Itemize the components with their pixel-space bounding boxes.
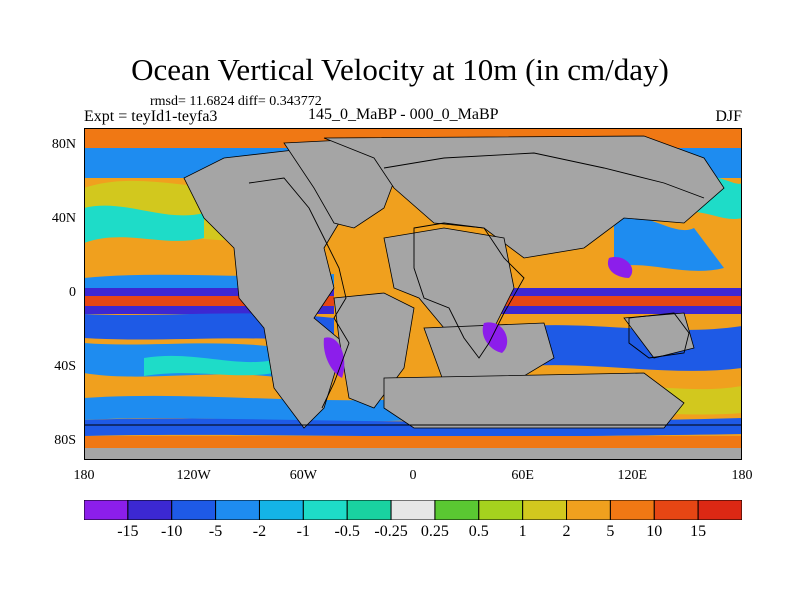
y-tick-label: 40S <box>54 358 76 374</box>
y-tick-label: 80S <box>54 432 76 448</box>
x-tick-label: 120E <box>617 468 648 483</box>
colorbar-label: 10 <box>646 523 663 540</box>
colorbar-label: 0.5 <box>468 523 489 540</box>
colorbar-label: 0.25 <box>420 523 449 540</box>
colorbar-label: -15 <box>117 523 139 540</box>
coastline-africa <box>413 222 525 359</box>
stats-line: rmsd= 11.6824 diff= 0.343772 <box>150 94 322 109</box>
y-tick-label: 80N <box>51 137 76 153</box>
x-tick-label: 60W <box>289 468 317 483</box>
colorbar <box>83 499 743 525</box>
plot-title: Ocean Vertical Velocity at 10m (in cm/da… <box>131 52 669 87</box>
colorbar-label: 5 <box>606 523 615 540</box>
coastal-downwelling-patch <box>323 337 345 378</box>
colorbar-swatch <box>346 499 392 521</box>
colorbar-swatch <box>390 499 436 521</box>
colorbar-label: 1 <box>518 523 527 540</box>
colorbar-svg <box>83 499 743 521</box>
north-pacific-eddy <box>84 205 204 243</box>
colorbar-swatch <box>653 499 699 521</box>
colorbar-label: -10 <box>161 523 183 540</box>
y-tick-label: 0 <box>69 285 76 300</box>
colorbar-swatch <box>171 499 217 521</box>
colorbar-swatch <box>697 499 743 521</box>
colorbar-swatch <box>127 499 173 521</box>
colorbar-swatch <box>434 499 480 521</box>
colorbar-swatch <box>258 499 304 521</box>
land-eurasia <box>323 135 725 259</box>
coastline-americas <box>248 177 350 409</box>
colorbar-label: -0.5 <box>334 523 360 540</box>
west-pacific-patch <box>614 215 724 271</box>
eq-south-downwelling-pacific <box>84 306 334 314</box>
map-svg <box>84 128 742 460</box>
coastline-eurasia <box>383 152 705 199</box>
x-tick-label: 180 <box>73 468 95 483</box>
colorbar-swatch <box>215 499 260 521</box>
south-pacific-eddy <box>144 355 274 376</box>
colorbar-swatch <box>522 499 568 521</box>
experiment-label: Expt = teyId1-teyfa3 <box>84 108 218 125</box>
land-gondwana-south <box>423 322 555 389</box>
eq-north-downwelling-indian <box>489 288 742 296</box>
indian-downwelling-patch <box>482 322 508 353</box>
colorbar-swatch <box>609 499 655 521</box>
land-antarctica-australia <box>383 372 685 429</box>
coastline-australia <box>628 312 690 359</box>
season-label: DJF <box>715 108 742 125</box>
eq-north-downwelling-pacific <box>84 288 334 296</box>
map-frame <box>84 128 742 460</box>
eq-upwelling-indian <box>489 296 742 306</box>
colorbar-label: -2 <box>252 523 267 540</box>
eq-south-downwelling-indian <box>489 306 742 314</box>
colorbar-label: -1 <box>296 523 310 540</box>
colorbar-label: -5 <box>208 523 223 540</box>
y-tick-label: 40N <box>51 211 76 227</box>
x-tick-label: 180 <box>731 468 753 483</box>
west-pacific-downwelling-patch <box>607 257 633 278</box>
colorbar-swatch <box>302 499 348 521</box>
map-panel <box>84 128 742 460</box>
land-polar-strip <box>84 448 742 460</box>
x-tick-label: 60E <box>511 468 534 483</box>
period-label: 145_0_MaBP - 000_0_MaBP <box>308 106 499 123</box>
colorbar-label: -0.25 <box>374 523 408 540</box>
colorbar-swatch <box>478 499 524 521</box>
colorbar-label: 15 <box>690 523 707 540</box>
colorbar-swatch <box>566 499 611 521</box>
southern-ocean-band <box>84 395 444 422</box>
colorbar-swatch <box>83 499 129 521</box>
eq-upwelling-pacific <box>84 296 334 306</box>
land-australia-north <box>623 312 695 359</box>
x-tick-label: 120W <box>176 468 211 483</box>
x-tick-label: 0 <box>409 468 417 483</box>
colorbar-label: 2 <box>562 523 571 540</box>
